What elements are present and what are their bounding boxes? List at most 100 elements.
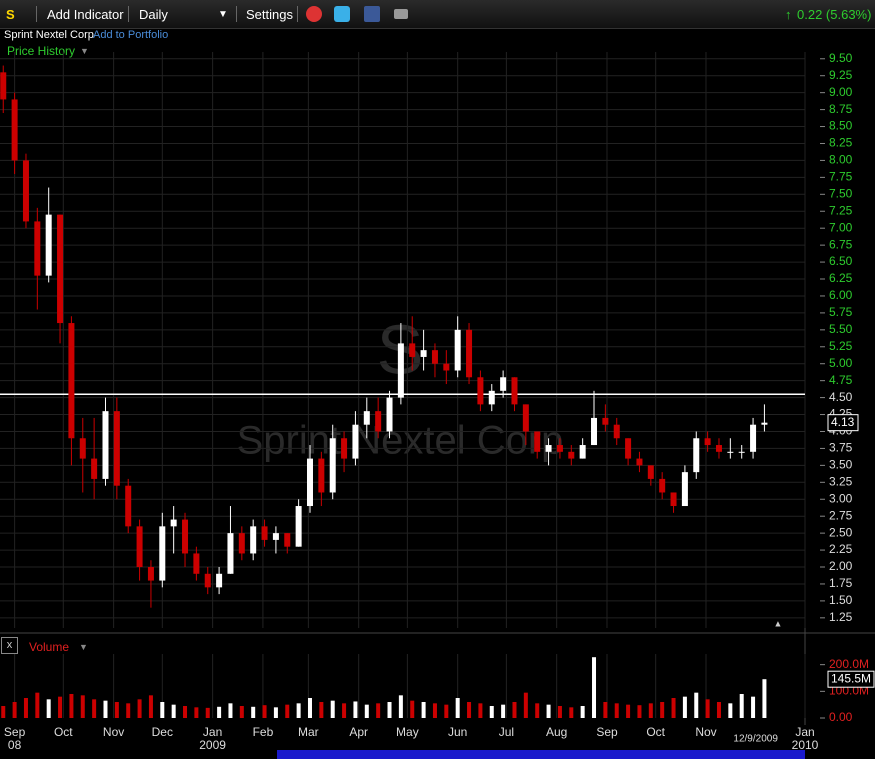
add-to-portfolio[interactable]: Add to Portfolio [93, 29, 169, 41]
volume-bar [126, 703, 131, 718]
y-tick-label: 9.50 [829, 51, 853, 65]
candle-body [511, 377, 518, 405]
candle-body [329, 438, 336, 493]
candle-body [284, 533, 291, 547]
y-tick-label: 3.75 [829, 441, 853, 455]
separator [36, 6, 37, 22]
candle-body [375, 411, 382, 432]
scrollbar[interactable] [277, 750, 805, 759]
x-tick-label: Sep [596, 725, 618, 739]
x-tick-label: Nov [103, 725, 124, 739]
x-tick-label: Apr [349, 725, 368, 739]
candle-body [636, 458, 643, 466]
twitter-icon[interactable] [334, 6, 350, 22]
volume-bar [353, 701, 358, 718]
candle-body [466, 329, 473, 378]
candle-body [602, 417, 609, 425]
y-tick-label: 3.00 [829, 491, 853, 505]
candle-body [727, 451, 734, 453]
volume-bar [330, 700, 335, 718]
volume-bar [80, 695, 85, 718]
candle-body [306, 458, 313, 507]
watermark-name: Sprint Nextel Corp [237, 419, 564, 463]
candle-body [613, 424, 620, 439]
candle-body [454, 329, 461, 371]
volume-title[interactable]: Volume [29, 640, 70, 654]
candle-body [147, 567, 154, 581]
x-tick-label: Jan [203, 725, 222, 739]
facebook-icon[interactable] [364, 6, 380, 22]
symbol[interactable]: S [6, 7, 15, 22]
candle-body [91, 458, 98, 479]
close-panel[interactable]: x [1, 637, 18, 654]
volume-tick-label: 200.0M [829, 657, 869, 671]
volume-bar [671, 698, 676, 718]
interval[interactable]: Daily [139, 7, 168, 22]
volume-bar [148, 695, 153, 718]
volume-bar [421, 702, 426, 718]
year-label: 2009 [199, 738, 226, 752]
candle-body [659, 478, 666, 493]
volume-bar [1, 706, 6, 718]
x-tick-label: Mar [298, 725, 319, 739]
volume-bar [114, 702, 119, 718]
x-tick-label: May [396, 725, 419, 739]
change-arrow: ↑ [785, 7, 792, 22]
volume-tick-label: 100.0M [829, 684, 869, 698]
add-indicator[interactable]: Add Indicator [47, 7, 124, 22]
candle-body [113, 411, 120, 486]
volume-bar [307, 698, 312, 718]
volume-bar [592, 657, 597, 718]
marker: ▲ [774, 618, 783, 628]
y-tick-label: 2.00 [829, 559, 853, 573]
panel-menu-arrow[interactable]: ▼ [80, 46, 89, 56]
candle-body [272, 533, 279, 540]
volume-bar [398, 695, 403, 718]
y-tick-label: 6.00 [829, 288, 853, 302]
candle-body [79, 438, 86, 459]
volume-bar [58, 696, 63, 718]
candle-body [170, 519, 177, 527]
candle-body [397, 343, 404, 398]
volume-bar [716, 702, 721, 718]
toolbar: S Add Indicator Daily ▼ Settings ↑ 0.22 … [0, 0, 875, 29]
volume-menu-arrow[interactable]: ▼ [79, 642, 88, 652]
candle-body [568, 451, 575, 459]
candle-body [670, 492, 677, 507]
volume-bar [319, 702, 324, 718]
volume-bar [626, 704, 631, 718]
volume-bar [501, 704, 506, 718]
alarm-icon[interactable] [306, 6, 322, 22]
candle-body [420, 350, 427, 357]
candle-body [488, 390, 495, 405]
volume-bar [603, 702, 608, 718]
volume-bar [23, 698, 28, 718]
candle-body [57, 214, 64, 324]
volume-bar [103, 700, 108, 718]
volume-bar [35, 692, 40, 718]
volume-bar [580, 706, 585, 718]
volume-bar [364, 704, 369, 718]
panel-title[interactable]: Price History [7, 44, 76, 58]
volume-bar [762, 679, 767, 718]
volume-bar [739, 694, 744, 718]
settings[interactable]: Settings [246, 7, 293, 22]
candle-body [477, 377, 484, 405]
y-tick-label: 2.50 [829, 525, 853, 539]
y-tick-label: 5.25 [829, 339, 853, 353]
camera-icon[interactable] [394, 9, 408, 19]
dropdown-arrow[interactable]: ▼ [218, 9, 228, 20]
candle-body [159, 526, 166, 581]
y-tick-label: 5.75 [829, 305, 853, 319]
candle-body [22, 160, 29, 222]
volume-bar [444, 704, 449, 718]
volume-bar [296, 703, 301, 718]
y-tick-label: 9.00 [829, 85, 853, 99]
volume-bar [694, 692, 699, 718]
candle-body [534, 431, 541, 452]
separator [236, 6, 237, 22]
last-volume-label: 145.5M [831, 671, 871, 685]
y-tick-label: 4.25 [829, 407, 853, 421]
